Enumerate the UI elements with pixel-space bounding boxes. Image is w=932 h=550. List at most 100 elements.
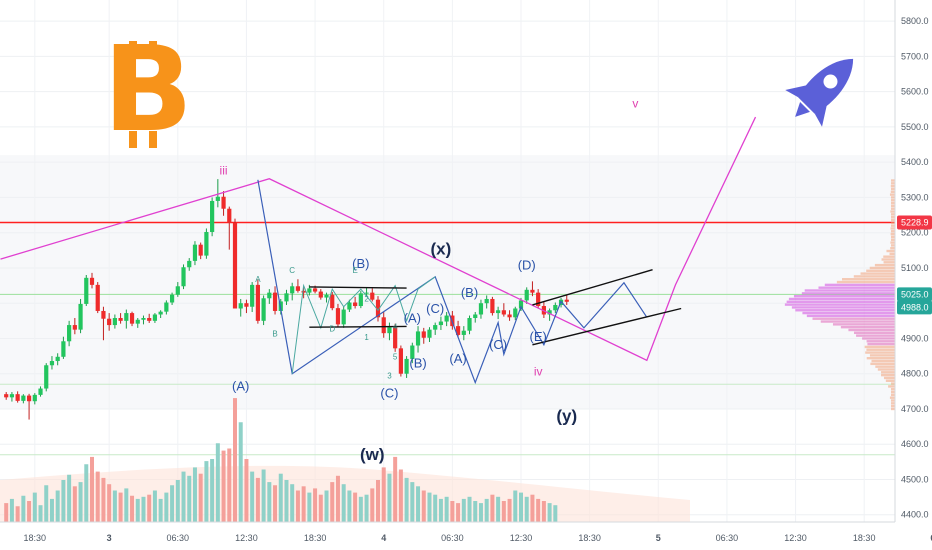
volume-bar [553, 505, 557, 522]
volume-profile-bar [891, 216, 895, 218]
time-tick-label: 12:30 [784, 533, 807, 543]
volume-bar [399, 470, 403, 523]
volume-profile-bar [890, 253, 895, 255]
volume-profile-bar [802, 312, 895, 314]
candle-body [216, 197, 220, 201]
candle-body [433, 325, 437, 330]
volume-bar [387, 474, 391, 522]
rocket-icon [777, 41, 872, 136]
candle-body [445, 316, 449, 322]
volume-bar [44, 485, 48, 522]
volume-profile-bar [891, 208, 895, 210]
price-tick-label: 5700.0 [901, 51, 929, 61]
volume-profile-bar [875, 365, 895, 367]
volume-bar [468, 497, 472, 522]
candle-body [27, 396, 31, 402]
volume-profile-bar [883, 255, 895, 257]
volume-profile-bar [813, 318, 895, 320]
candle-body [467, 318, 471, 331]
volume-bar [79, 482, 83, 522]
volume-profile-bar [865, 346, 895, 348]
candle-body [176, 286, 180, 294]
volume-bar [370, 488, 374, 522]
price-badge-text: 5228.9 [901, 218, 929, 228]
candle-body [267, 293, 271, 299]
volume-profile-bar [821, 320, 895, 322]
volume-bar [21, 496, 25, 522]
candle-body [33, 395, 37, 401]
volume-profile-bar [866, 270, 895, 272]
candle-body [84, 278, 88, 304]
time-tick-label: 12:30 [510, 533, 533, 543]
volume-bar [50, 499, 54, 522]
volume-profile-bar [841, 326, 895, 328]
volume-profile-bar [891, 227, 895, 229]
volume-bar [101, 478, 105, 522]
candle-body [73, 325, 77, 330]
volume-profile-bar [891, 391, 895, 393]
volume-bar [227, 449, 231, 523]
volume-profile-bar [866, 349, 895, 351]
candle-body [170, 295, 174, 303]
time-tick-label: 18:30 [24, 533, 47, 543]
volume-profile-bar [891, 222, 895, 224]
volume-profile-bar [833, 323, 895, 325]
candle-body [164, 303, 168, 312]
time-tick-label: 12:30 [235, 533, 258, 543]
volume-bar [525, 497, 529, 522]
volume-profile-bar [792, 306, 895, 308]
candle-body [147, 318, 151, 321]
volume-bar [473, 501, 477, 522]
volume-bar [233, 398, 237, 522]
volume-profile-bar [881, 371, 895, 373]
volume-profile-bar [890, 241, 895, 243]
volume-profile-bar [794, 295, 895, 297]
volume-profile-bar [856, 334, 895, 336]
candle-body [513, 308, 517, 317]
volume-profile-bar [867, 343, 895, 345]
candle-body [107, 319, 111, 325]
volume-bar [450, 501, 454, 522]
volume-bars [0, 398, 690, 522]
candle-body [187, 261, 191, 267]
volume-bar [490, 495, 494, 522]
candle-body [78, 304, 82, 330]
price-tick-label: 5300.0 [901, 192, 929, 202]
candle-body [67, 325, 71, 341]
price-axis[interactable]: 4400.04500.04600.04700.04800.04900.05000… [895, 0, 932, 550]
volume-profile-bar [882, 258, 895, 260]
candle-body [159, 312, 163, 315]
wave-label: iv [534, 364, 543, 378]
volume-bar [250, 472, 254, 522]
minor-wave-label: 2 [364, 294, 369, 303]
volume-bar [84, 464, 88, 522]
volume-bar [4, 503, 8, 522]
candle-body [336, 308, 340, 324]
volume-bar [73, 486, 77, 522]
minor-wave-label: C [289, 266, 295, 275]
price-axis-background [895, 0, 932, 550]
volume-bar [479, 503, 483, 522]
volume-bar [147, 495, 151, 522]
candle-body [302, 291, 306, 293]
volume-bar [159, 499, 163, 522]
candle-body [382, 317, 386, 333]
volume-bar [141, 497, 145, 522]
volume-profile-bar [842, 278, 895, 280]
volume-bar [96, 472, 100, 522]
price-tick-label: 4900.0 [901, 333, 929, 343]
candle-body [130, 313, 134, 324]
wave-label: v [632, 97, 638, 111]
volume-profile-bar [891, 402, 895, 404]
candle-body [387, 327, 391, 333]
wave-label: (C) [380, 385, 398, 400]
candle-body [119, 318, 123, 321]
volume-bar [513, 491, 517, 523]
volume-profile-bar [805, 289, 895, 291]
time-axis[interactable]: 18:30 3 06:30 12:30 18:30 4 06:30 12:30 18:30 5 06… [0, 522, 932, 550]
candle-body [50, 361, 54, 365]
candle-body [193, 245, 197, 261]
volume-bar [239, 422, 243, 522]
volume-profile-bar [870, 363, 895, 365]
